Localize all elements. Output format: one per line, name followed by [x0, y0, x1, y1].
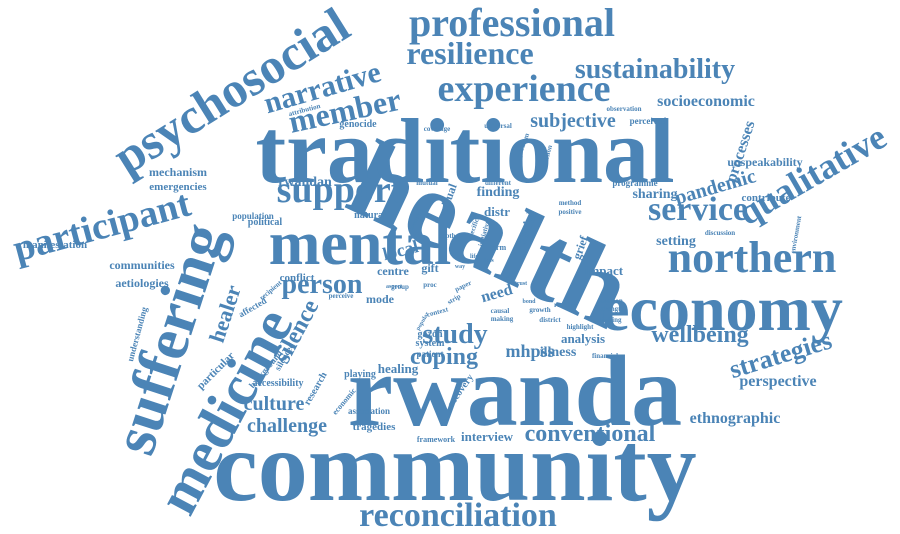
word-bond: bond [522, 299, 536, 305]
word-accessibility: accessibility [252, 378, 303, 389]
word-political: political [248, 217, 283, 228]
word-financial: financial [592, 352, 618, 360]
word-economy: economy [601, 273, 843, 344]
word-mechanism: mechanism [149, 165, 207, 179]
word-district: district [539, 316, 561, 324]
word-aetiologies: aetiologies [115, 276, 169, 290]
word-positive: positive [559, 208, 582, 216]
word-playing: playing [344, 369, 376, 380]
word-observation: observation [607, 105, 642, 113]
word-genocide: genocide [339, 119, 377, 130]
word-support: support [277, 169, 404, 211]
word-patient: patient [417, 349, 444, 359]
word-sharing: sharing [632, 187, 677, 202]
word-experience: experience [437, 68, 610, 110]
word-service: service [648, 191, 748, 228]
word-culture: culture [244, 393, 305, 415]
word-manifestation: manifestation [23, 239, 87, 251]
word-group: group [391, 283, 409, 291]
word-gazon: gazon [418, 329, 443, 340]
word-perspective: perspective [739, 373, 816, 390]
word-association: association [348, 406, 390, 416]
word-distr: distr [484, 204, 510, 219]
word-tragedies: tragedies [353, 421, 396, 433]
word-finding: finding [477, 185, 520, 200]
word-method: method [559, 199, 582, 207]
word-programme: programme [612, 178, 657, 188]
word-socioeconomic: socioeconomic [657, 93, 755, 110]
word-communities: communities [109, 258, 175, 272]
word-depth: depth [438, 232, 455, 240]
word-analysis: analysis [561, 331, 605, 346]
word-wellbeing: wellbeing [651, 322, 748, 348]
word-framework: framework [417, 435, 456, 444]
word-strength: strength [600, 305, 625, 313]
word-growth: growth [529, 306, 550, 314]
word-traditional: traditional [255, 100, 674, 202]
word-illness: illness [540, 345, 577, 360]
word-mode: mode [366, 292, 395, 306]
word-natural: natural [354, 210, 386, 221]
word-centre: centre [377, 264, 409, 278]
word-term: term [490, 243, 507, 252]
word-universal: universal [484, 122, 512, 130]
word-common: common [597, 297, 623, 305]
word-system: system [416, 338, 446, 349]
word-coverage: coverage [424, 125, 450, 133]
word-study: study [422, 319, 487, 350]
word-loss: loss [484, 258, 494, 264]
word-professional: professional [409, 0, 615, 45]
word-reconciliation: reconciliation [359, 497, 557, 534]
word-mental: mental [269, 210, 452, 278]
word-northern: northern [668, 233, 837, 282]
word-strip: strip [446, 292, 462, 306]
word-healing: healing [378, 361, 419, 376]
word-life: life [470, 254, 478, 260]
word-community: community [213, 411, 696, 522]
word-ethnographic: ethnographic [690, 410, 781, 427]
word-challenge: challenge [247, 415, 327, 437]
word-sustainability: sustainability [575, 54, 735, 85]
word-making: making [491, 315, 514, 323]
word-highlight: highlight [567, 323, 595, 331]
word-impact: impact [585, 263, 624, 278]
word-conventional: conventional [525, 421, 656, 447]
word-research: research [302, 370, 330, 407]
word-resilience: resilience [406, 35, 533, 71]
word-aspect: aspect [386, 284, 402, 290]
word-population: population [232, 211, 274, 221]
word-recipient: recipient [258, 279, 284, 302]
word-discussion: discussion [705, 229, 735, 237]
word-person: person [282, 269, 363, 300]
word-emergencies: emergencies [149, 181, 207, 193]
word-context: context [426, 305, 450, 319]
word-different: different [485, 179, 512, 187]
word-perceived: perceived [630, 116, 667, 126]
word-linking: linking [600, 316, 622, 324]
word-rwanda: rwanda [348, 335, 682, 448]
word-contribute: contribute [742, 192, 791, 204]
word-unspeakability: unspeakability [727, 155, 802, 169]
word-proc: proc [423, 281, 436, 289]
word-trust: trust [515, 281, 527, 287]
word-setting: setting [656, 234, 696, 249]
word-causal: causal [491, 307, 510, 315]
word-mhpss: mhpss [505, 341, 554, 361]
word-conflict: conflict [280, 272, 315, 284]
word-interview: interview [461, 429, 514, 444]
word-subjective: subjective [530, 110, 616, 132]
word-perceive: perceive [329, 292, 354, 300]
word-coping: coping [410, 344, 478, 370]
word-gift: gift [421, 261, 438, 275]
word-mutual: mutual [416, 179, 437, 187]
word-rwandan: rwandan [278, 175, 332, 190]
word-way: way [455, 264, 465, 270]
word-require: require [554, 301, 576, 309]
